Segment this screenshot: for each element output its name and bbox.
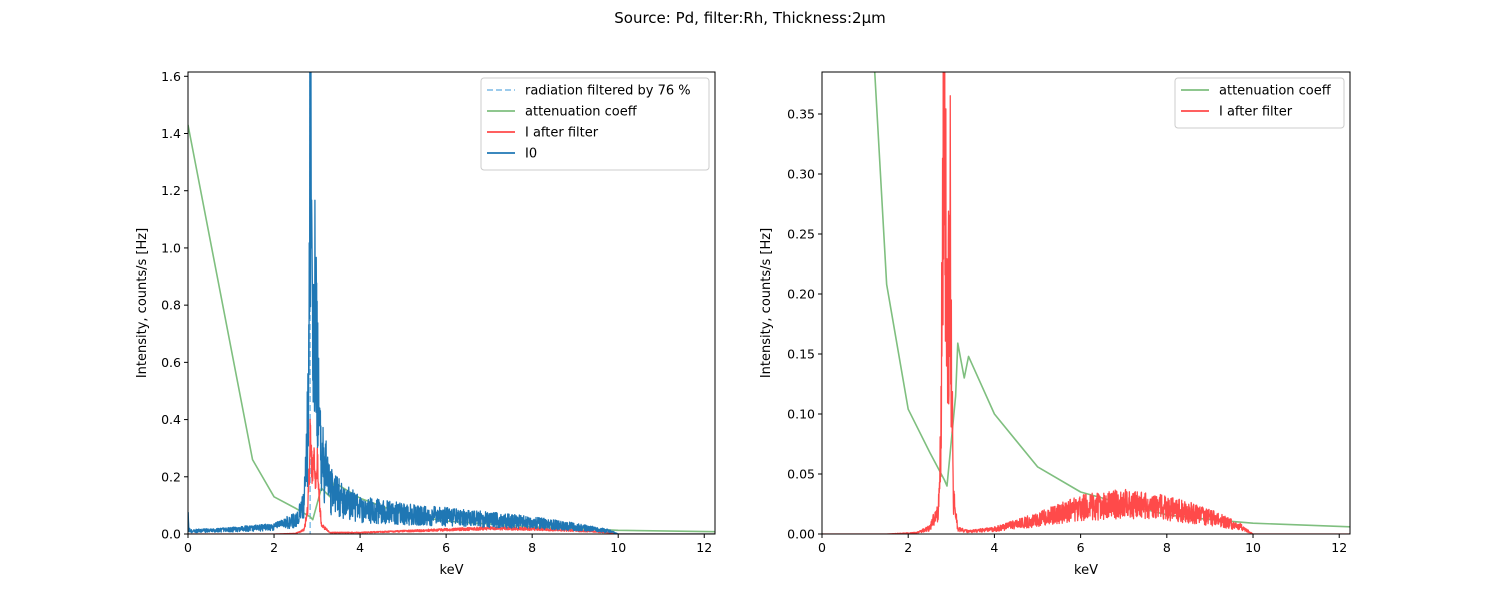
x-tick-label: 0 — [818, 540, 826, 555]
y-tick-label: 0.10 — [787, 407, 815, 422]
y-tick-label: 0.20 — [787, 287, 815, 302]
series-line-i0 — [188, 72, 715, 534]
y-tick-label: 0.30 — [787, 167, 815, 182]
y-tick-label: 0.2 — [161, 469, 181, 484]
y-tick-label: 1.2 — [161, 183, 181, 198]
x-axis-label: keV — [440, 563, 464, 578]
y-tick-label: 0.00 — [787, 527, 815, 542]
legend-entry-label: attenuation coeff — [1219, 84, 1332, 99]
legend: attenuation coeff I after filter — [1174, 77, 1345, 129]
x-tick-label: 12 — [1331, 540, 1347, 555]
x-axis-label: keV — [1074, 563, 1098, 578]
y-tick-label: 0.6 — [161, 355, 181, 370]
y-tick-label: 1.4 — [161, 126, 181, 141]
x-tick-label: 4 — [990, 540, 998, 555]
y-tick-label: 0.05 — [787, 467, 815, 482]
legend-entry-label: I0 — [525, 147, 537, 162]
y-tick-label: 0.15 — [787, 347, 815, 362]
axes-frame — [821, 71, 1351, 535]
x-tick-label: 2 — [270, 540, 278, 555]
x-tick-label: 4 — [356, 540, 364, 555]
legend-entry-label: attenuation coeff — [525, 105, 638, 120]
y-tick-label: 0.8 — [161, 298, 181, 313]
plot-area — [822, 72, 1350, 534]
y-axis-label: Intensity, counts/s [Hz] — [759, 228, 774, 378]
legend-entry-label: radiation filtered by 76 % — [525, 84, 691, 99]
x-tick-label: 12 — [696, 540, 712, 555]
legend-box — [1174, 77, 1345, 129]
x-tick-label: 8 — [528, 540, 536, 555]
x-tick-label: 0 — [184, 540, 192, 555]
series-line-i-after-filter — [822, 72, 1350, 534]
y-tick-label: 1.0 — [161, 240, 181, 255]
x-tick-label: 10 — [610, 540, 626, 555]
x-tick-label: 10 — [1245, 540, 1261, 555]
y-tick-label: 1.6 — [161, 69, 181, 84]
x-tick-label: 6 — [1077, 540, 1085, 555]
x-tick-label: 8 — [1163, 540, 1171, 555]
legend-entry-label: I after filter — [1219, 105, 1293, 120]
y-axis-label: Intensity, counts/s [Hz] — [135, 228, 150, 378]
legend-box — [480, 77, 710, 171]
y-tick-label: 0.0 — [161, 527, 181, 542]
axes-frame — [187, 71, 716, 535]
legend: radiation filtered by 76 % attenuation co… — [480, 77, 710, 171]
y-tick-label: 0.4 — [161, 412, 181, 427]
y-tick-label: 0.35 — [787, 107, 815, 122]
legend-entry-label: I after filter — [525, 126, 599, 141]
x-tick-label: 6 — [442, 540, 450, 555]
x-tick-label: 2 — [904, 540, 912, 555]
y-tick-label: 0.25 — [787, 227, 815, 242]
figure-title: Source: Pd, filter:Rh, Thickness:2μm — [614, 9, 886, 27]
